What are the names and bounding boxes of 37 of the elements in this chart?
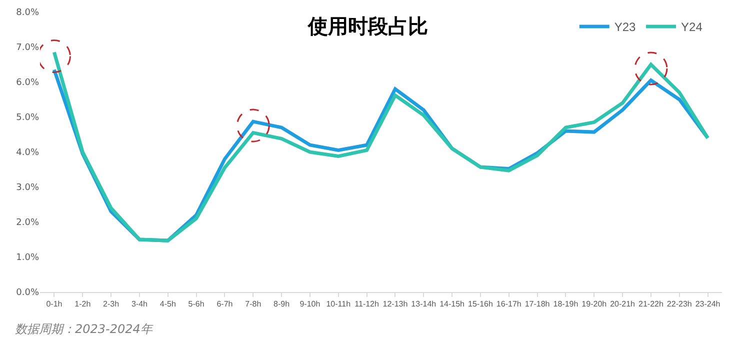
x-tick-label: 1-2h bbox=[74, 300, 91, 309]
x-tick-label: 5-6h bbox=[188, 300, 204, 309]
x-tick-label: 0-1h bbox=[46, 300, 62, 309]
x-tick-label: 14-15h bbox=[440, 300, 464, 309]
legend-label: Y24 bbox=[681, 20, 703, 34]
y-tick-label: 1.0% bbox=[16, 253, 40, 264]
x-tick-label: 11-12h bbox=[354, 300, 379, 309]
x-tick-label: 23-24h bbox=[695, 300, 720, 309]
y-tick-label: 2.0% bbox=[16, 218, 40, 228]
x-tick-label: 9-10h bbox=[300, 300, 320, 309]
x-tick-label: 20-21h bbox=[610, 300, 635, 309]
y-tick-label: 8.0% bbox=[16, 8, 40, 18]
x-tick-label: 22-23h bbox=[666, 300, 692, 309]
x-tick-label: 10-11h bbox=[326, 300, 351, 309]
y-tick-label: 7.0% bbox=[16, 43, 40, 54]
y-tick-label: 0.0% bbox=[16, 288, 40, 298]
y-tick-label: 4.0% bbox=[16, 148, 40, 158]
y-tick-label: 3.0% bbox=[16, 183, 40, 194]
x-tick-label: 8-9h bbox=[274, 300, 290, 309]
x-tick-label: 17-18h bbox=[524, 300, 550, 309]
x-tick-label: 18-19h bbox=[553, 300, 578, 309]
legend-label: Y23 bbox=[614, 20, 636, 34]
x-tick-label: 21-22h bbox=[638, 300, 664, 309]
x-tick-label: 13-14h bbox=[411, 300, 436, 309]
x-tick-label: 15-16h bbox=[468, 300, 493, 309]
x-tick-label: 19-20h bbox=[582, 300, 607, 309]
x-tick-label: 12-13h bbox=[382, 300, 408, 309]
x-tick-label: 6-7h bbox=[216, 300, 233, 309]
y-tick-label: 6.0% bbox=[16, 78, 40, 88]
x-tick-label: 2-3h bbox=[103, 300, 120, 309]
text: 数据周期：2023-2024年 bbox=[15, 322, 154, 336]
x-tick-label: 7-8h bbox=[245, 300, 262, 309]
chart-title: 使用时段占比 bbox=[307, 14, 428, 38]
x-tick-label: 3-4h bbox=[131, 300, 148, 309]
y-tick-label: 5.0% bbox=[16, 113, 40, 124]
x-tick-label: 16-17h bbox=[496, 300, 522, 309]
x-tick-label: 4-5h bbox=[160, 300, 176, 309]
